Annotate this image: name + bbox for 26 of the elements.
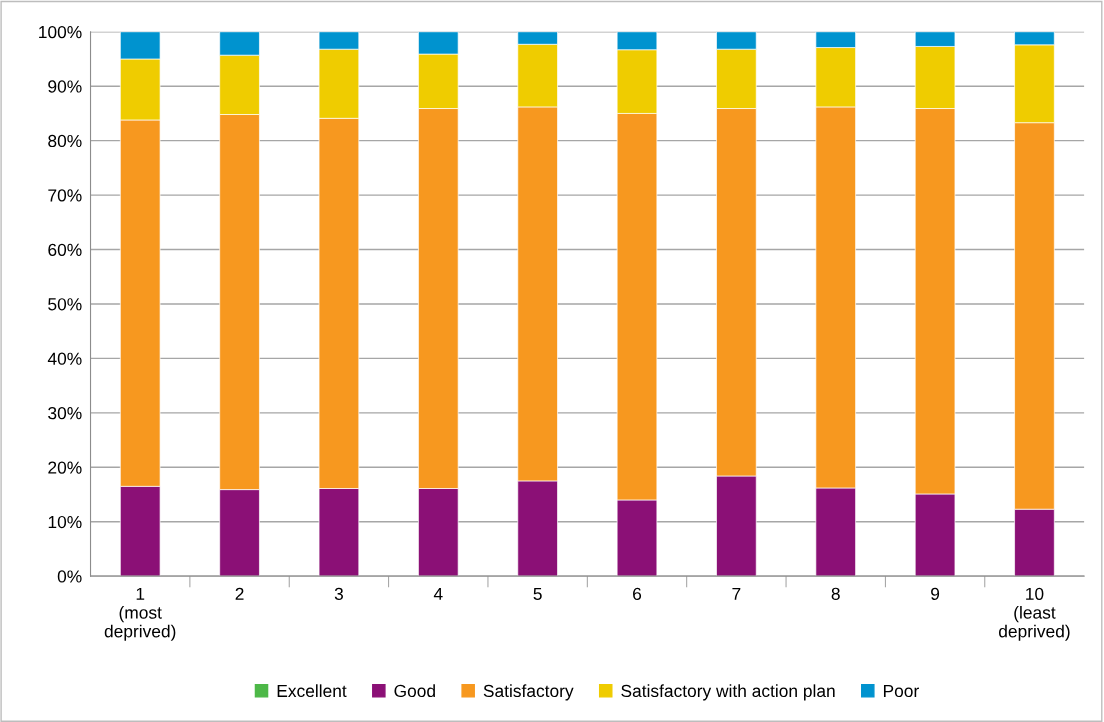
x-tick-label: 10 (least deprived) (998, 587, 1070, 641)
x-tick-label: 5 (533, 587, 542, 601)
y-tick-label: 60% (48, 243, 82, 256)
y-tick-label: 70% (48, 189, 82, 202)
x-tick-label: 1 (most deprived) (104, 587, 176, 641)
x-tick-label: 9 (931, 587, 940, 601)
x-tick-label: 3 (334, 587, 343, 601)
legend-label: Poor (883, 684, 919, 698)
y-tick-label: 10% (48, 515, 82, 529)
x-tick-label: 4 (433, 587, 443, 600)
x-tick-label: 7 (732, 587, 741, 600)
x-tick-label: 8 (831, 587, 840, 601)
y-tick-label: 30% (48, 407, 82, 420)
y-tick-label: 50% (48, 298, 82, 311)
y-tick-label: 40% (47, 352, 82, 365)
y-tick-label: 90% (48, 80, 82, 93)
legend-label: Good (394, 684, 435, 698)
legend-label: Excellent (277, 684, 347, 698)
x-tick-label: 6 (633, 587, 642, 601)
legend-label: Satisfactory with action plan (621, 684, 835, 701)
y-tick-label: 0% (57, 570, 82, 583)
y-tick-label: 20% (48, 461, 82, 474)
x-tick-label: 2 (235, 587, 244, 600)
y-tick-label: 80% (48, 134, 82, 148)
legend-label: Satisfactory (483, 684, 574, 701)
y-tick-label: 100% (39, 25, 82, 39)
